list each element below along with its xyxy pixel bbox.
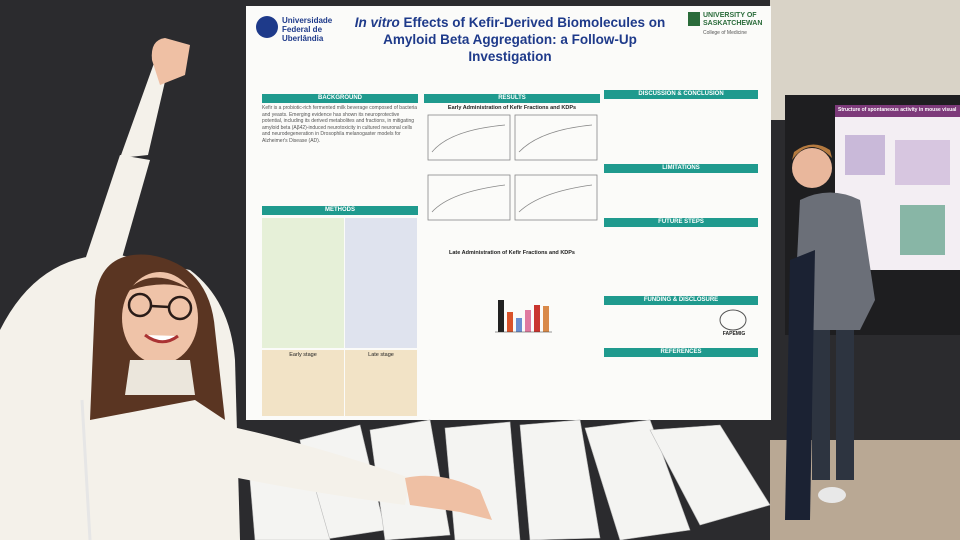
neighbor-title: Structure of spontaneous activity in mou… — [838, 107, 958, 113]
late-bar-chart — [495, 300, 552, 333]
section-header: REFERENCES — [604, 348, 758, 357]
section-header: FUNDING & DISCLOSURE — [604, 296, 758, 305]
result-figures — [427, 114, 598, 221]
person-head — [792, 148, 832, 188]
usask-crest — [688, 12, 700, 26]
background-text: Kefir is a probiotic-rich fermented milk… — [262, 105, 418, 144]
ufu-logo — [256, 16, 278, 38]
shoe — [818, 487, 846, 503]
result-subtitle: Late Administration of Kefir Fractions a… — [448, 250, 575, 256]
figure — [845, 135, 885, 175]
section-header: RESULTS — [424, 94, 600, 103]
method-box — [262, 350, 344, 416]
method-panel — [262, 218, 344, 348]
person-leg — [812, 330, 830, 480]
poster-title: In vitro Effects of Kefir-Derived Biomol… — [340, 14, 680, 65]
section-header: FUTURE STEPS — [604, 218, 758, 227]
handouts — [249, 419, 771, 540]
raised-arm — [75, 155, 150, 300]
section-header: LIMITATIONS — [604, 164, 758, 173]
foreground-figure — [785, 250, 815, 520]
title-italic: In vitro — [354, 15, 400, 30]
extended-arm — [200, 420, 410, 505]
section-header: METHODS — [262, 206, 418, 215]
figure — [895, 140, 950, 185]
hair — [792, 144, 832, 160]
raised-forearm — [120, 52, 170, 158]
usask-name: University of Saskatchewan — [703, 12, 763, 27]
smile — [144, 333, 179, 344]
title-text: Effects of Kefir-Derived Biomolecules on… — [383, 15, 666, 64]
hair-fringe — [120, 277, 205, 300]
section-header: BACKGROUND — [262, 94, 418, 103]
fapemig-label: FAPEMIG — [722, 331, 746, 337]
hand — [151, 38, 190, 85]
section-header: DISCUSSION & CONCLUSION — [604, 90, 758, 99]
neighbor-poster-header — [835, 105, 960, 117]
ufu-name: Universidade Federal de Uberlândia — [282, 16, 333, 43]
fapemig-logo — [719, 309, 747, 331]
glasses — [127, 292, 193, 321]
result-subtitle: Early Administration of Kefir Fractions … — [447, 105, 577, 111]
usask-sub: College of Medicine — [703, 30, 747, 36]
method-box — [345, 350, 417, 416]
lanyard — [80, 399, 92, 540]
method-panel — [345, 218, 417, 348]
person-shirt — [795, 192, 875, 330]
figure — [900, 205, 945, 255]
turtleneck — [125, 360, 195, 395]
hand — [405, 475, 492, 520]
person-leg — [836, 330, 854, 480]
method-label: Late stage — [368, 352, 394, 358]
method-label: Early stage — [289, 352, 317, 358]
